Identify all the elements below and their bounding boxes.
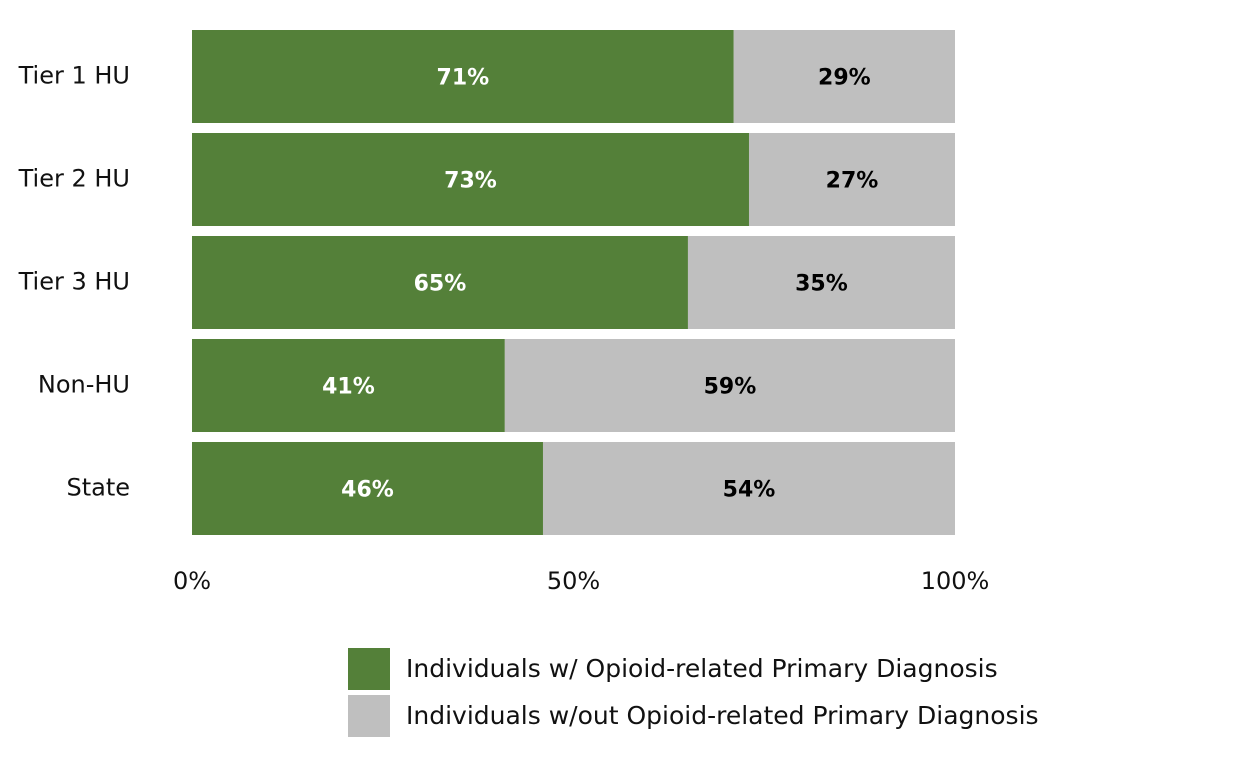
bar-value-label: 46% xyxy=(341,478,394,503)
x-axis-ticks: 0% 50% 100% xyxy=(173,567,989,595)
x-tick-label: 0% xyxy=(173,567,211,595)
category-labels: Tier 1 HU Tier 2 HU Tier 3 HU Non-HU State xyxy=(18,62,130,502)
legend-label: Individuals w/out Opioid-related Primary… xyxy=(406,701,1039,730)
bar-segment-opioid xyxy=(192,442,543,535)
bar-segment-non-opioid xyxy=(733,30,955,123)
bar-value-label: 41% xyxy=(322,375,375,400)
bar-value-label: 27% xyxy=(826,169,879,194)
x-tick-label: 50% xyxy=(547,567,600,595)
bar-segment-opioid xyxy=(192,339,505,432)
bars-layer: 71% 29% 73% 27% 65% 35% 41% 59% 46% 54% xyxy=(192,30,955,535)
bar-value-label: 35% xyxy=(795,272,848,297)
bar-value-label: 73% xyxy=(444,169,497,194)
category-label: Tier 2 HU xyxy=(18,165,130,193)
category-label: Non-HU xyxy=(38,371,130,399)
category-label: State xyxy=(66,474,130,502)
bar-value-label: 65% xyxy=(414,272,467,297)
legend-label: Individuals w/ Opioid-related Primary Di… xyxy=(406,654,998,683)
legend-swatch xyxy=(348,695,390,737)
bar-value-label: 59% xyxy=(704,375,757,400)
bar-segment-opioid xyxy=(192,133,749,226)
category-label: Tier 1 HU xyxy=(18,62,130,90)
bar-segment-opioid xyxy=(192,236,688,329)
bar-segment-non-opioid xyxy=(748,133,955,226)
bar-segment-non-opioid xyxy=(542,442,955,535)
bar-segment-non-opioid xyxy=(687,236,955,329)
category-label: Tier 3 HU xyxy=(18,268,130,296)
bar-segment-opioid xyxy=(192,30,734,123)
x-tick-label: 100% xyxy=(921,567,990,595)
bar-value-label: 71% xyxy=(437,66,490,91)
bar-segment-non-opioid xyxy=(504,339,955,432)
legend-swatch xyxy=(348,648,390,690)
bar-value-label: 54% xyxy=(723,478,776,503)
legend: Individuals w/ Opioid-related Primary Di… xyxy=(348,648,1039,737)
bar-value-label: 29% xyxy=(818,66,871,91)
